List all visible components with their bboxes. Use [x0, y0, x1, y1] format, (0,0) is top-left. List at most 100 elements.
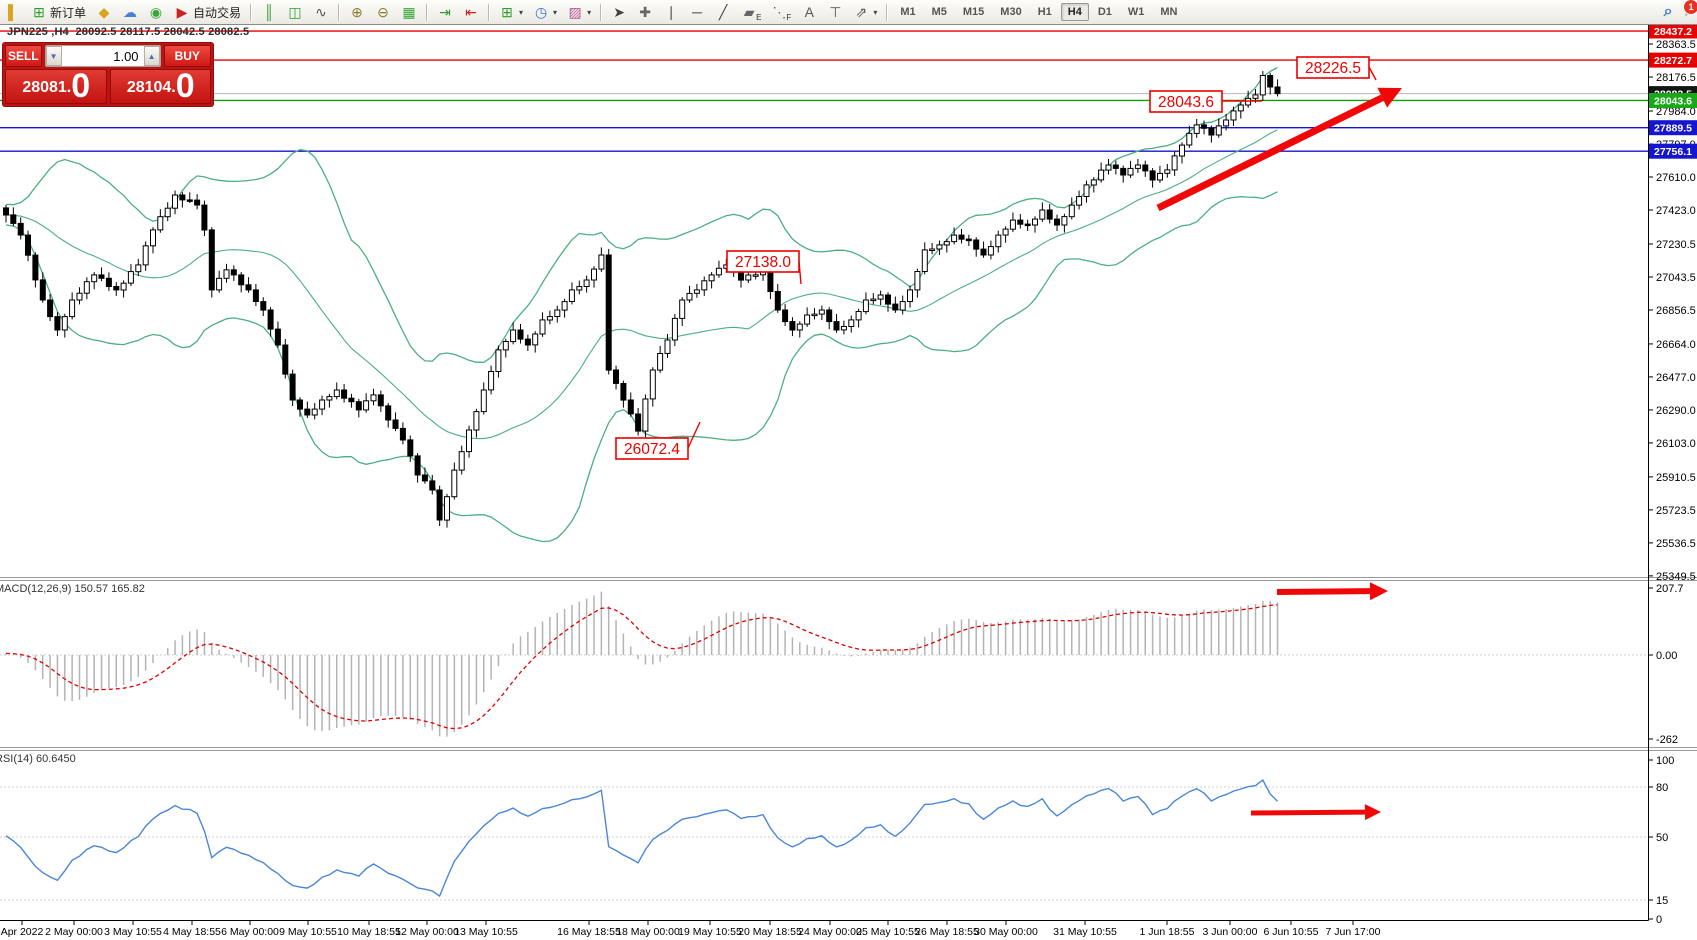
- chart-autoscroll-icon: ⇤: [465, 4, 477, 20]
- svg-text:26103.0: 26103.0: [1656, 438, 1696, 450]
- new-order-button[interactable]: ⊞ 新订单: [27, 1, 90, 23]
- candlestick-chart-icon[interactable]: ◫: [283, 1, 307, 23]
- svg-text:26072.4: 26072.4: [624, 441, 680, 458]
- toolbar-separator: [250, 3, 253, 21]
- timeframe-m5[interactable]: M5: [931, 6, 947, 18]
- macd-indicator-label: MACD(12,26,9) 150.57 165.82: [0, 583, 145, 595]
- notification-icon[interactable]: ◗1: [1683, 0, 1697, 20]
- fibonacci-icon[interactable]: ⋱ F: [767, 1, 795, 23]
- chart-autoscroll-icon[interactable]: ⇤: [459, 1, 483, 23]
- buy-button[interactable]: BUY: [163, 45, 211, 67]
- profiles-icon: ◆: [98, 4, 110, 20]
- svg-text:27423.0: 27423.0: [1656, 205, 1696, 217]
- new-order-button-label: 新订单: [50, 5, 87, 20]
- profiles-icon[interactable]: ◆: [92, 1, 116, 23]
- svg-text:27230.5: 27230.5: [1656, 239, 1696, 251]
- svg-text:100: 100: [1656, 755, 1674, 767]
- timeframe-w1[interactable]: W1: [1127, 6, 1145, 18]
- candlestick-chart-icon: ◫: [288, 4, 302, 20]
- svg-text:31 May 10:55: 31 May 10:55: [1053, 926, 1117, 938]
- search-icon[interactable]: ⌕: [1663, 3, 1673, 20]
- svg-text:25 May 10:55: 25 May 10:55: [856, 926, 920, 938]
- svg-text:13 May 10:55: 13 May 10:55: [454, 926, 518, 938]
- price-axis-labels: 28363.528176.527984.027797.027610.027423…: [1648, 39, 1696, 583]
- bollinger-bands: [5, 66, 1278, 543]
- timeframe-h4[interactable]: H4: [1060, 3, 1089, 21]
- template-button: ▨: [568, 4, 582, 20]
- volume-increase-button[interactable]: ▲: [143, 46, 160, 66]
- chart-symbol-period: JPN225 ,H4: [7, 26, 69, 38]
- svg-text:26856.5: 26856.5: [1656, 305, 1696, 317]
- volume-decrease-button[interactable]: ▼: [45, 46, 62, 66]
- svg-text:27138.0: 27138.0: [735, 254, 791, 271]
- buy-price-big-digit: 0: [175, 69, 195, 104]
- svg-text:26664.0: 26664.0: [1656, 339, 1696, 351]
- zoom-out-icon: ⊖: [377, 4, 389, 20]
- vertical-line-icon[interactable]: ∣: [659, 1, 683, 23]
- svg-text:28043.6: 28043.6: [1654, 95, 1692, 107]
- timeframe-h1[interactable]: H1: [1037, 6, 1052, 18]
- chart-shift-icon[interactable]: ⇥: [433, 1, 457, 23]
- volume-input[interactable]: [61, 46, 144, 66]
- buy-price-display[interactable]: 28104. 0: [109, 69, 211, 104]
- toolbar: ▌ ⊞ 新订单 ◆ ☁ ◉ ▶ 自动交易 ║ ◫ ∿ ⊕ ⊖ ▦ ⇥ ⇤ ⊞ ▾ ◷ ▾ ▨ ▾ ➤ ✚ ∣ ─ ╱ ▰ E ⋱ F A ⊤ ⇗ ▾…: [0, 0, 1697, 25]
- zoom-in-icon[interactable]: ⊕: [345, 1, 369, 23]
- line-chart-icon[interactable]: ∿: [309, 1, 333, 23]
- horizontal-line-icon: ─: [692, 4, 703, 20]
- bar-chart-icon[interactable]: ║: [257, 1, 281, 23]
- notification-badge: 1: [1683, 0, 1697, 15]
- timeframe-m30[interactable]: M30: [1000, 6, 1022, 18]
- svg-text:28272.7: 28272.7: [1654, 55, 1692, 67]
- svg-text:6 Jun 10:55: 6 Jun 10:55: [1264, 926, 1319, 938]
- svg-text:25349.5: 25349.5: [1656, 571, 1696, 583]
- text-label-icon: ⊤: [829, 4, 842, 20]
- svg-text:3 May 10:55: 3 May 10:55: [104, 926, 162, 938]
- sell-button[interactable]: SELL: [5, 45, 42, 67]
- svg-text:18 May 00:00: 18 May 00:00: [616, 926, 680, 938]
- tile-windows-icon[interactable]: ▦: [397, 1, 421, 23]
- template-button[interactable]: ▨ ▾: [563, 1, 595, 23]
- zoom-out-icon[interactable]: ⊖: [371, 1, 395, 23]
- trendline-icon[interactable]: ╱: [711, 1, 735, 23]
- sell-price-display[interactable]: 28081. 0: [5, 69, 107, 104]
- horizontal-line-icon[interactable]: ─: [685, 1, 709, 23]
- cursor-icon[interactable]: ➤: [607, 1, 631, 23]
- timeframe-m15[interactable]: M15: [962, 6, 985, 18]
- svg-text:25723.5: 25723.5: [1656, 505, 1696, 517]
- toolbar-separator: [600, 3, 603, 21]
- shapes-button[interactable]: ⇗ ▾: [849, 1, 881, 23]
- signals-icon[interactable]: ◉: [144, 1, 168, 23]
- add-indicator-button-dropdown[interactable]: ▾: [519, 7, 524, 17]
- timeframe-m1[interactable]: M1: [900, 6, 916, 18]
- channel-icon[interactable]: ▰ E: [737, 1, 765, 23]
- shapes-button-dropdown[interactable]: ▾: [873, 7, 878, 17]
- hosting-icon[interactable]: ☁: [118, 1, 142, 23]
- svg-text:16 May 18:55: 16 May 18:55: [557, 926, 621, 938]
- svg-text:-262: -262: [1656, 734, 1678, 746]
- crosshair-icon[interactable]: ✚: [633, 1, 657, 23]
- add-indicator-button[interactable]: ⊞ ▾: [495, 1, 527, 23]
- one-click-trading-panel: SELL ▼ ▲ BUY 28081.0 28104.0: [2, 42, 214, 107]
- svg-text:26 May 18:55: 26 May 18:55: [915, 926, 979, 938]
- chart-title: JPN225 ,H4 28092.5 28117.5 28042.5 28082…: [7, 26, 249, 38]
- svg-text:24 May 00:00: 24 May 00:00: [798, 926, 862, 938]
- period-button-dropdown[interactable]: ▾: [553, 7, 558, 17]
- timeframe-mn[interactable]: MN: [1160, 6, 1178, 18]
- macd-histogram: [5, 591, 1279, 737]
- clipped-edge-icon: ▌: [1, 1, 25, 23]
- svg-text:27889.5: 27889.5: [1654, 123, 1692, 135]
- text-label-icon[interactable]: ⊤: [823, 1, 847, 23]
- buy-price-main: 28104.: [126, 79, 176, 96]
- sell-price-big-digit: 0: [71, 69, 90, 104]
- cursor-icon: ➤: [613, 4, 625, 20]
- text-icon[interactable]: A: [797, 1, 821, 23]
- autotrading-button[interactable]: ▶ 自动交易: [170, 1, 245, 23]
- template-button-dropdown[interactable]: ▾: [587, 7, 592, 17]
- signals-icon: ◉: [149, 4, 163, 20]
- svg-text:28363.5: 28363.5: [1656, 39, 1696, 51]
- timeframe-d1[interactable]: D1: [1097, 6, 1112, 18]
- svg-text:28176.5: 28176.5: [1656, 72, 1696, 84]
- period-button[interactable]: ◷ ▾: [529, 1, 561, 23]
- svg-text:50: 50: [1656, 832, 1668, 844]
